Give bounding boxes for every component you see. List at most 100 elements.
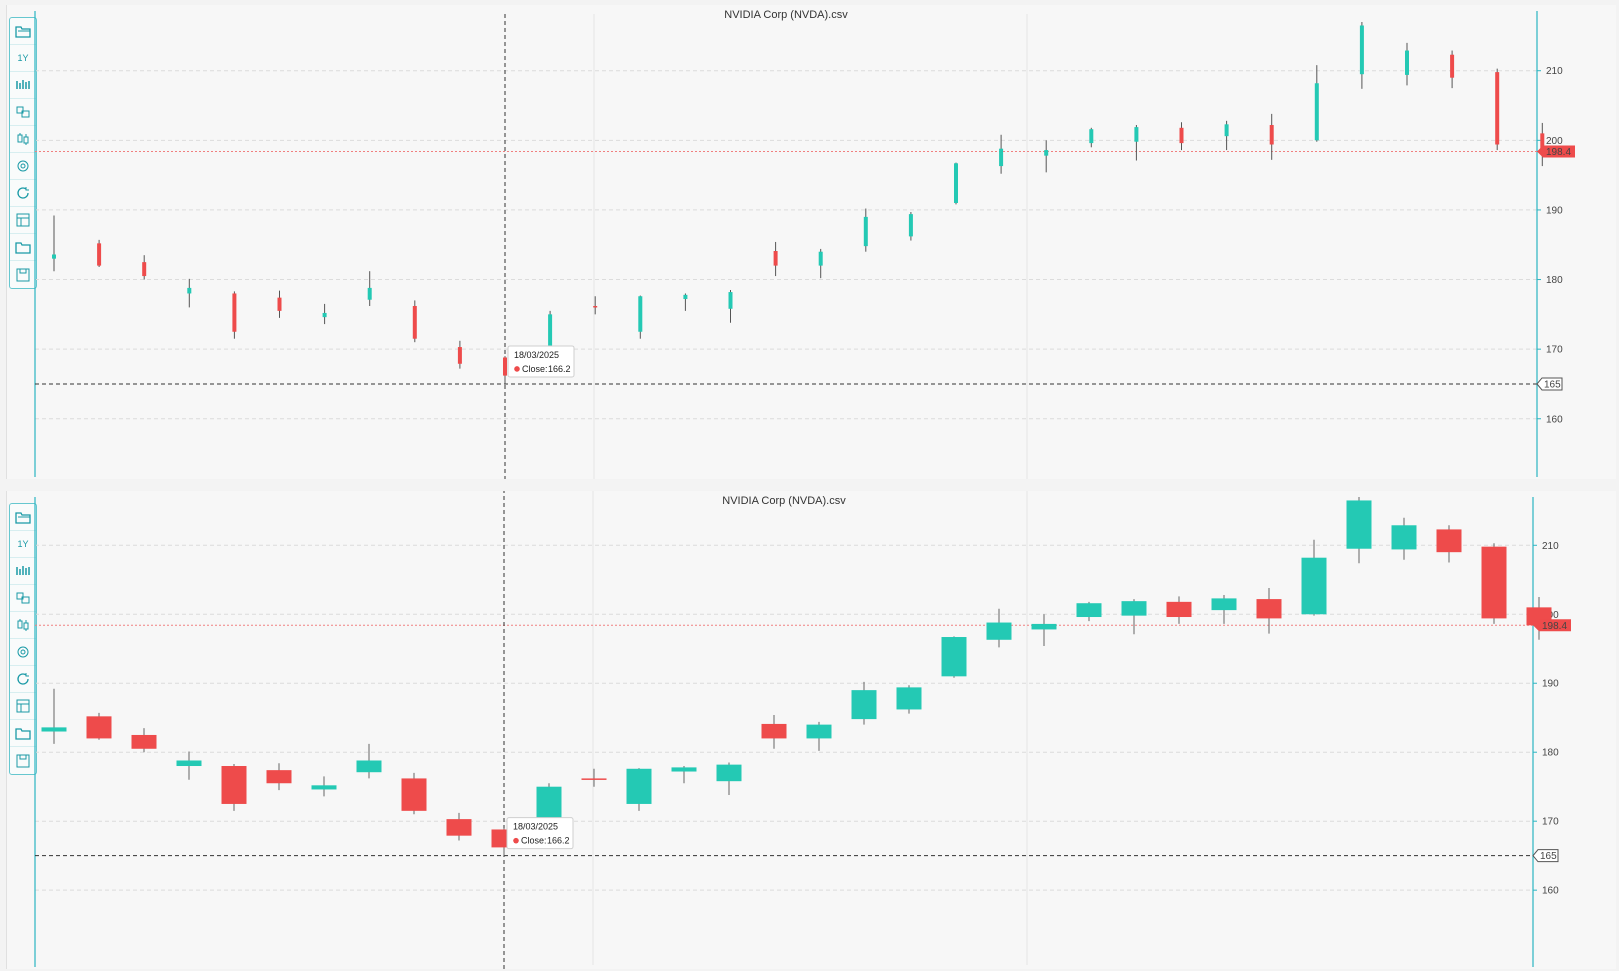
tooltip-close-label: Close: [522,364,548,374]
candle-body [908,214,913,237]
last-price-tag [1537,145,1575,158]
tooltip-date: 18/03/2025 [513,822,558,832]
candle-body [1540,133,1545,152]
candle-body [716,764,742,782]
candle-body [277,297,282,311]
candlestick-chart[interactable]: NVIDIA Corp (NVDA).csv 16017018019020021… [7,5,1616,479]
candle-body [1179,127,1184,144]
candle-body [683,294,688,300]
candle-body [401,778,427,811]
tooltip-series-dot [513,837,519,844]
settings-icon[interactable] [10,639,36,666]
grid [34,491,1534,969]
y-tick-label: 180 [1542,748,1559,759]
candle-body [581,778,607,780]
candle-body [941,637,967,677]
candle-body [1436,529,1462,553]
last-price-label: 198.4 [1546,147,1571,158]
y-tick-label: 160 [1546,414,1563,425]
chart-toolbar: 1Y [9,17,37,289]
candlestick-chart[interactable]: NVIDIA Corp (NVDA).csv 16017018019020021… [7,491,1616,969]
candle-body [1391,525,1417,550]
indicators-icon[interactable] [10,72,36,99]
candle-body [446,819,472,836]
y-tick-label: 170 [1542,817,1559,828]
refresh-icon[interactable] [10,666,36,693]
candle-body [1301,557,1327,615]
candle-body [954,163,958,203]
layout-icon[interactable] [10,207,36,234]
y-tick-label: 210 [1546,66,1563,77]
refresh-icon[interactable] [10,180,36,207]
crosshair-price-tag [1536,377,1563,391]
candle-body [851,690,877,720]
candle-body [1405,50,1409,75]
candle-body [1211,598,1237,611]
grid [34,11,1538,479]
candle-body [1224,124,1229,137]
y-tick-label: 190 [1546,205,1563,216]
candle-body [986,622,1012,640]
candle-body [97,243,102,266]
candle-body [1121,601,1147,616]
tooltip-close-value: 166.2 [548,364,571,374]
candle-body [86,716,112,739]
settings-icon[interactable] [10,153,36,180]
candle-body [1044,150,1049,156]
period-1y-icon[interactable]: 1Y [10,45,36,72]
chart-title: NVIDIA Corp (NVDA).csv [722,495,846,507]
compare-icon[interactable] [10,99,36,126]
y-tick-label: 200 [1546,136,1563,147]
crosshair-price-label: 165 [1544,379,1561,390]
y-tick-label: 170 [1546,345,1563,356]
open-folder-icon[interactable] [10,18,36,45]
candles-icon[interactable] [10,126,36,153]
candle-body [367,287,372,300]
tooltip-close-value: 166.2 [547,836,570,846]
candle-body [671,767,697,772]
candle-body [728,292,733,309]
y-tick-label: 190 [1542,679,1559,690]
period-1y-icon[interactable]: 1Y [10,531,36,558]
candle-body [41,727,67,732]
compare-icon[interactable] [10,585,36,612]
last-price-label: 198.4 [1542,621,1567,632]
tooltip-box [506,817,574,850]
last-price-tag [1533,619,1571,632]
candle-body [1089,129,1094,144]
tooltip-box [507,345,575,378]
save-icon[interactable] [10,261,36,288]
candle-body [896,687,922,710]
candle-body [999,148,1004,167]
chart-panel-wide[interactable]: 1Y NVIDIA Corp (NVDA).csv 16017018019020… [6,491,1616,969]
candle-body [1269,125,1274,145]
candle-body [773,251,778,266]
crosshair-price-label: 165 [1540,851,1557,862]
candle-body [1076,603,1102,618]
chart-toolbar: 1Y [9,503,37,775]
open-folder-icon[interactable] [10,504,36,531]
candle-body [1450,54,1455,78]
folder-icon[interactable] [10,234,36,261]
candle-body [232,293,237,332]
indicators-icon[interactable] [10,558,36,585]
candle-body [1166,601,1192,618]
layout-icon[interactable] [10,693,36,720]
candle-body [863,216,868,247]
folder-icon[interactable] [10,720,36,747]
candle-body [1031,623,1057,630]
candle-body [548,314,553,353]
candle-body [457,347,462,364]
chart-panel-thin[interactable]: 1Y NVIDIA Corp (NVDA).csv 160 170 180 190 20… [6,5,1616,479]
candles-icon[interactable] [10,612,36,639]
candle-body [322,312,327,318]
candle-body [593,305,598,308]
candle-body [1495,72,1500,145]
tooltip-close-label: Close: [521,836,547,846]
crosshair-price-tag [1532,849,1559,863]
period-label: 1Y [17,539,29,549]
save-icon[interactable] [10,747,36,774]
candle-body [131,734,157,749]
y-tick-label: 160 [1542,886,1559,897]
candle-body [1346,500,1372,549]
